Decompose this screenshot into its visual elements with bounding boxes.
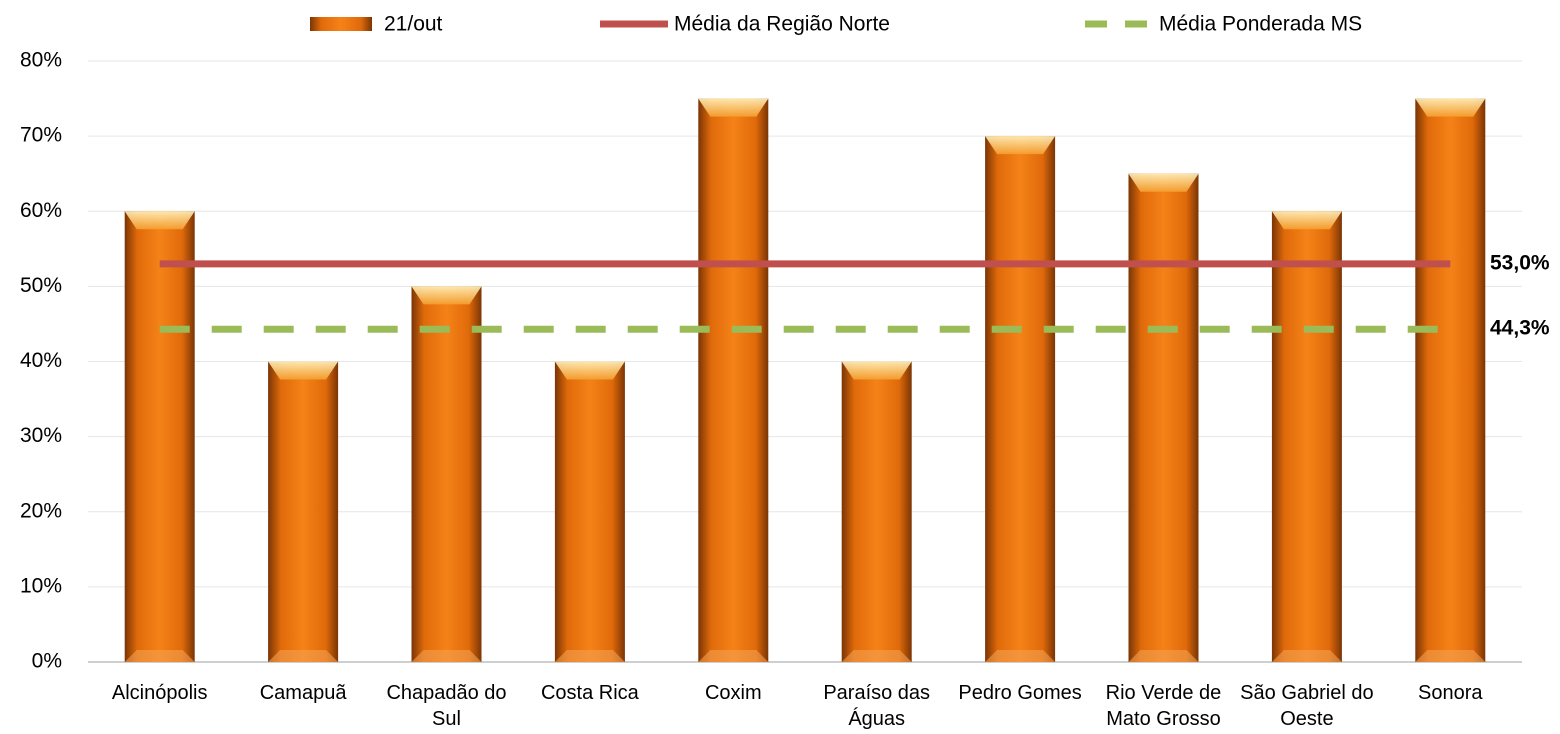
y-tick-label: 60% bbox=[20, 199, 62, 222]
data-label: 44,3% bbox=[1490, 317, 1550, 340]
bar-bevel-bottom bbox=[411, 650, 482, 662]
bar-bevel bbox=[268, 361, 339, 380]
bar-bevel-bottom bbox=[1415, 650, 1486, 662]
bar-bevel bbox=[985, 136, 1056, 155]
legend-swatch bbox=[310, 17, 372, 31]
x-tick-label: Rio Verde de Mato Grosso bbox=[1105, 682, 1222, 730]
x-tick-label: Alcinópolis bbox=[111, 682, 208, 704]
bar-bevel-bottom bbox=[985, 650, 1056, 662]
bar-bevel bbox=[1128, 173, 1199, 192]
bar-body bbox=[1128, 173, 1199, 662]
x-tick-label: Sonora bbox=[1418, 682, 1483, 704]
bar bbox=[554, 361, 625, 662]
bar-body bbox=[841, 361, 912, 662]
y-tick-label: 80% bbox=[20, 49, 62, 72]
y-tick-label: 0% bbox=[32, 650, 62, 673]
bar-bevel-bottom bbox=[554, 650, 625, 662]
bar-body bbox=[554, 361, 625, 662]
y-tick-label: 10% bbox=[20, 574, 62, 597]
bar bbox=[1271, 211, 1342, 662]
bar-bevel-bottom bbox=[1128, 650, 1199, 662]
bar-bevel-bottom bbox=[124, 650, 195, 662]
x-tick-label-box: Chapadão do Sul bbox=[386, 682, 507, 730]
y-tick-label: 50% bbox=[20, 274, 62, 297]
legend-label: Média da Região Norte bbox=[674, 13, 890, 36]
legend-label: 21/out bbox=[384, 13, 443, 36]
x-tick-label-box: Sonora bbox=[1418, 682, 1483, 704]
bar-body bbox=[124, 211, 195, 662]
data-label: 53,0% bbox=[1490, 251, 1550, 274]
y-tick-label: 40% bbox=[20, 349, 62, 372]
x-tick-label-box: Rio Verde de Mato Grosso bbox=[1105, 682, 1222, 730]
x-tick-label: Pedro Gomes bbox=[958, 682, 1082, 704]
bar-body bbox=[698, 98, 769, 662]
x-tick-label: Costa Rica bbox=[540, 682, 639, 704]
bar-body bbox=[411, 286, 482, 662]
bar-body bbox=[1271, 211, 1342, 662]
bar-bevel bbox=[1415, 98, 1486, 117]
bar bbox=[268, 361, 339, 662]
bar bbox=[411, 286, 482, 662]
bar bbox=[698, 98, 769, 662]
x-tick-label-box: Paraíso das Águas bbox=[823, 682, 931, 730]
bar bbox=[1128, 173, 1199, 662]
bar bbox=[841, 361, 912, 662]
y-tick-label: 20% bbox=[20, 499, 62, 522]
bar-bevel-bottom bbox=[1271, 650, 1342, 662]
legend-label: Média Ponderada MS bbox=[1159, 13, 1362, 36]
x-tick-label: Camapuã bbox=[259, 682, 347, 704]
x-tick-label-box: São Gabriel do Oeste bbox=[1240, 682, 1374, 730]
x-tick-label: Paraíso das Águas bbox=[823, 682, 931, 730]
y-tick-label: 30% bbox=[20, 424, 62, 447]
bar-bevel-bottom bbox=[268, 650, 339, 662]
bar-bevel bbox=[1271, 211, 1342, 230]
bar-bevel bbox=[841, 361, 912, 380]
x-tick-label: São Gabriel do Oeste bbox=[1240, 682, 1374, 730]
bar-body bbox=[1415, 98, 1486, 662]
y-tick-label: 70% bbox=[20, 124, 62, 147]
bar-body bbox=[985, 136, 1056, 662]
bar-bevel bbox=[698, 98, 769, 117]
x-tick-label-box: Camapuã bbox=[259, 682, 347, 704]
x-tick-label-box: Coxim bbox=[704, 682, 762, 704]
x-tick-label: Chapadão do Sul bbox=[386, 682, 507, 730]
bar-bevel-bottom bbox=[698, 650, 769, 662]
x-tick-label-box: Alcinópolis bbox=[111, 682, 208, 704]
x-tick-label-box: Costa Rica bbox=[540, 682, 639, 704]
x-tick-label: Coxim bbox=[704, 682, 762, 704]
bar bbox=[124, 211, 195, 662]
bar-body bbox=[268, 361, 339, 662]
x-tick-label-box: Pedro Gomes bbox=[958, 682, 1082, 704]
bar-bevel-bottom bbox=[841, 650, 912, 662]
bar-bevel bbox=[411, 286, 482, 305]
bar bbox=[985, 136, 1056, 662]
bar-bevel bbox=[554, 361, 625, 380]
bar-bevel bbox=[124, 211, 195, 230]
bar bbox=[1415, 98, 1486, 662]
